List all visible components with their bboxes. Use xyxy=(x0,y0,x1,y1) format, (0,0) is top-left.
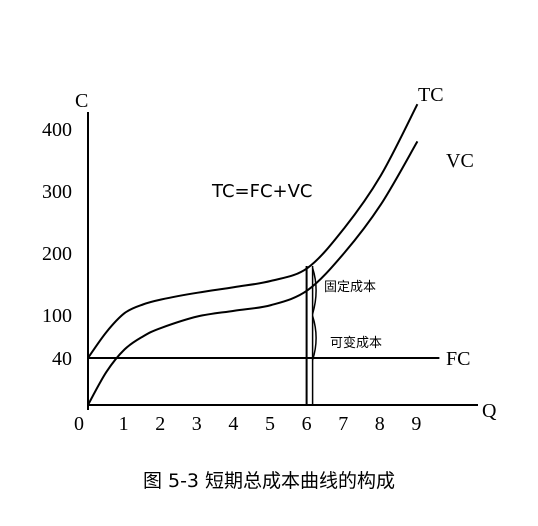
x-tick-label: 5 xyxy=(265,413,275,435)
variable-cost-brace xyxy=(311,315,317,361)
figure-caption: 图 5-3 短期总成本曲线的构成 xyxy=(142,470,396,492)
y-tick-label: 300 xyxy=(42,181,72,203)
series-line-tc xyxy=(87,103,419,359)
series-group: TC VC FC xyxy=(87,84,474,406)
y-axis-label: C xyxy=(75,90,88,112)
marker-group xyxy=(305,266,317,405)
axes: C Q xyxy=(75,90,497,422)
x-tick-label: 7 xyxy=(338,413,348,435)
fixed-cost-brace xyxy=(311,267,317,315)
formula-label: TC=FC+VC xyxy=(211,181,312,202)
series-label-vc: VC xyxy=(446,150,474,172)
x-tick-label: 3 xyxy=(192,413,202,435)
x-tick-label: 0 xyxy=(74,413,84,435)
x-tick-label: 9 xyxy=(411,413,421,435)
y-tick-label: 100 xyxy=(42,305,72,327)
tick-labels: 0 1 2 3 4 5 6 7 8 9 40 100 200 300 400 xyxy=(42,119,421,435)
series-label-tc: TC xyxy=(418,84,444,106)
y-tick-label: 200 xyxy=(42,243,72,265)
fixed-cost-label: 固定成本 xyxy=(324,280,376,295)
y-tick-label: 400 xyxy=(42,119,72,141)
x-tick-label: 4 xyxy=(228,413,238,435)
variable-cost-label: 可变成本 xyxy=(330,335,382,351)
series-label-fc: FC xyxy=(446,348,470,370)
x-axis-label: Q xyxy=(482,400,497,422)
x-tick-label: 1 xyxy=(119,413,129,435)
x-tick-label: 2 xyxy=(155,413,165,435)
series-line-vc xyxy=(87,140,419,406)
x-tick-label: 6 xyxy=(302,413,312,435)
labels-group: TC=FC+VC 固定成本 可变成本 xyxy=(211,181,382,351)
y-tick-label: 40 xyxy=(52,348,72,370)
x-tick-label: 8 xyxy=(375,413,385,435)
